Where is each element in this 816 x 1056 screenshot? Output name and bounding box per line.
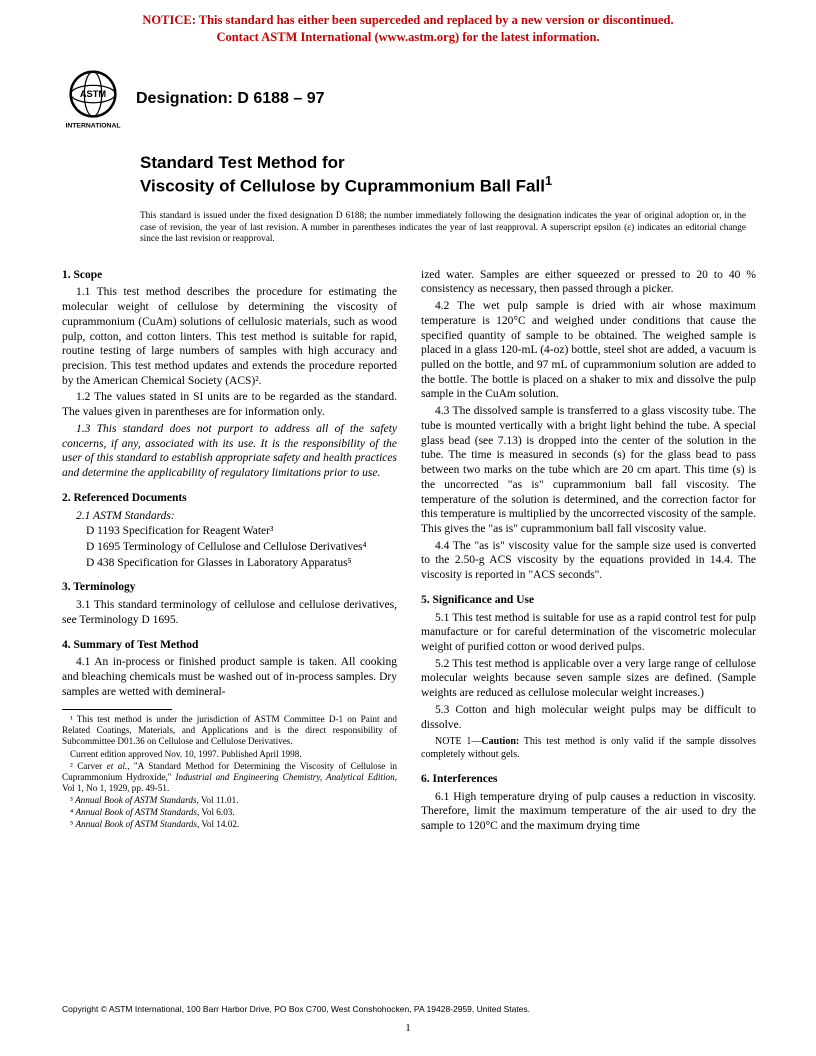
right-column: ized water. Samples are either squeezed … [421,268,756,836]
sec2-head: 2. Referenced Documents [62,491,397,506]
svg-text:INTERNATIONAL: INTERNATIONAL [65,122,120,129]
notice-banner: NOTICE: This standard has either been su… [0,0,816,50]
para-5-3: 5.3 Cotton and high molecular weight pul… [421,703,756,732]
issuance-note: This standard is issued under the fixed … [0,197,816,246]
para-5-2: 5.2 This test method is applicable over … [421,657,756,701]
astm-logo-icon: ASTM INTERNATIONAL [62,68,124,130]
sec5-head: 5. Significance and Use [421,593,756,608]
para-6-1: 6.1 High temperature drying of pulp caus… [421,790,756,834]
title-line2: Viscosity of Cellulose by Cuprammonium B… [140,173,740,197]
para-1-3: 1.3 This standard does not purport to ad… [62,422,397,481]
ref-sub: 2.1 ASTM Standards: [62,509,397,524]
notice-line1: NOTICE: This standard has either been su… [142,13,673,27]
sec6-head: 6. Interferences [421,772,756,787]
left-column: 1. Scope 1.1 This test method describes … [62,268,397,836]
notice-line2: Contact ASTM International (www.astm.org… [216,30,599,44]
footnote-3: ³ Annual Book of ASTM Standards, Vol 11.… [62,795,397,806]
header-row: ASTM INTERNATIONAL Designation: D 6188 –… [0,50,816,130]
footnote-1: ¹ This test method is under the jurisdic… [62,714,397,747]
page-number: 1 [0,1022,816,1034]
para-5-1: 5.1 This test method is suitable for use… [421,611,756,655]
ref-d1193: D 1193 Specification for Reagent Water³ [62,524,397,539]
ref-d438: D 438 Specification for Glasses in Labor… [62,556,397,571]
para-4-1-cont: ized water. Samples are either squeezed … [421,268,756,297]
footnote-2: ² Carver et al., "A Standard Method for … [62,761,397,794]
title-main: Viscosity of Cellulose by Cuprammonium B… [140,177,545,196]
footnote-4: ⁴ Annual Book of ASTM Standards, Vol 6.0… [62,807,397,818]
sec1-head: 1. Scope [62,268,397,283]
para-1-2: 1.2 The values stated in SI units are to… [62,390,397,419]
para-4-1: 4.1 An in-process or finished product sa… [62,655,397,699]
copyright: Copyright © ASTM International, 100 Barr… [62,1004,530,1014]
para-3-1: 3.1 This standard terminology of cellulo… [62,598,397,627]
footnote-rule [62,709,172,710]
ref-d1695: D 1695 Terminology of Cellulose and Cell… [62,540,397,555]
para-4-2: 4.2 The wet pulp sample is dried with ai… [421,299,756,402]
title-line1: Standard Test Method for [140,152,740,173]
para-4-3: 4.3 The dissolved sample is transferred … [421,404,756,536]
note-1: NOTE 1—Caution: This test method is only… [421,736,756,762]
sec3-head: 3. Terminology [62,580,397,595]
title-block: Standard Test Method for Viscosity of Ce… [0,130,740,197]
title-sup: 1 [545,173,552,188]
sec4-head: 4. Summary of Test Method [62,638,397,653]
body-columns: 1. Scope 1.1 This test method describes … [0,246,816,836]
para-1-1: 1.1 This test method describes the proce… [62,285,397,388]
svg-text:ASTM: ASTM [80,89,107,99]
para-4-4: 4.4 The "as is" viscosity value for the … [421,539,756,583]
designation: Designation: D 6188 – 97 [136,90,325,108]
footnote-1b: Current edition approved Nov. 10, 1997. … [62,749,397,760]
footnote-5: ⁵ Annual Book of ASTM Standards, Vol 14.… [62,819,397,830]
